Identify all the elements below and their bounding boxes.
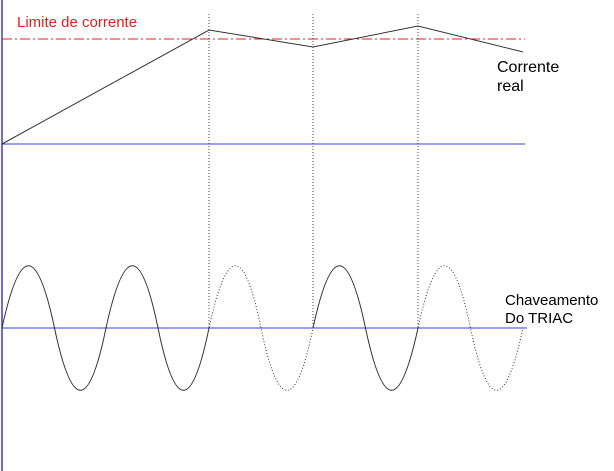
sine-cycle-4 — [312, 265, 419, 391]
real-current-trace — [1, 25, 524, 145]
real-current-label-line2: real — [497, 78, 524, 95]
sine-cycle-1 — [1, 265, 107, 391]
real-current-label: Corrente real — [497, 58, 559, 96]
triac-label-line2: Do TRIAC — [505, 310, 574, 327]
current-limit-label: Limite de corrente — [17, 14, 138, 31]
real-current-label-line1: Corrente — [497, 59, 560, 76]
triac-label-line1: Chaveamento — [505, 292, 599, 309]
triac-switching-label: Chaveamento Do TRIAC — [505, 292, 598, 328]
sine-cycle-2 — [105, 265, 210, 391]
